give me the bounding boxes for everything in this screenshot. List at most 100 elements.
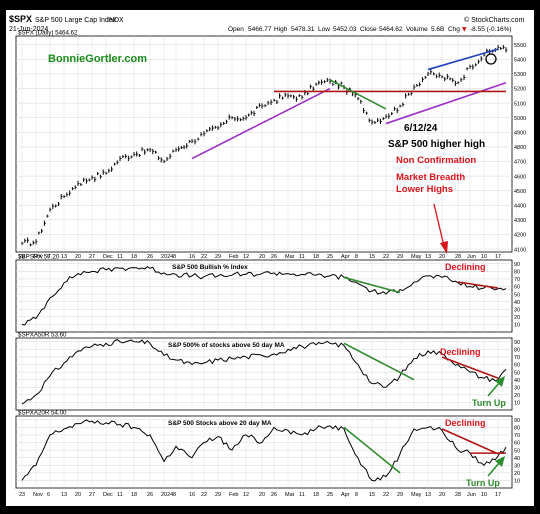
declining-annotation-1: Declining bbox=[445, 262, 486, 272]
higher-high-annotation: S&P 500 higher high bbox=[388, 139, 485, 150]
y-tick-label: 5400 bbox=[514, 58, 526, 64]
panel-border-above_20dma bbox=[15, 415, 513, 489]
bp-red-trend bbox=[457, 281, 499, 289]
chg-value: -8.55 (-0.16%) bbox=[470, 26, 512, 33]
low-label: Low bbox=[318, 26, 330, 33]
panel-title-above_50dma: S&P 500% of stocks above 50 day MA bbox=[168, 342, 285, 349]
x-tick-label: Mar bbox=[285, 492, 295, 498]
a20-red-trend bbox=[441, 428, 499, 455]
declining-annotation-2: Declining bbox=[440, 347, 481, 357]
x-tick-label: Jun bbox=[467, 492, 476, 498]
y-tick-label: 40 bbox=[514, 378, 520, 384]
a50-green-trend bbox=[343, 342, 415, 381]
panel-legend-above_50dma: $SPXA50R 53.60 bbox=[18, 332, 67, 339]
x-tick-label: May bbox=[411, 254, 422, 260]
x-tick-label: 29 bbox=[397, 492, 403, 498]
x-tick-label: 20 bbox=[439, 254, 445, 260]
close-value: 5464.62 bbox=[379, 26, 403, 33]
x-tick-label: 20 bbox=[259, 492, 265, 498]
x-tick-label: 2024 bbox=[161, 492, 173, 498]
y-tick-label: 30 bbox=[514, 307, 520, 313]
x-tick-label: 22 bbox=[201, 492, 207, 498]
x-tick-label: 25 bbox=[327, 492, 333, 498]
exchange-label: INDX bbox=[107, 17, 124, 24]
close-label: Close bbox=[360, 26, 377, 33]
x-tick-label: 10 bbox=[481, 492, 487, 498]
y-tick-label: 90 bbox=[514, 418, 520, 424]
x-tick-label: 11 bbox=[117, 492, 123, 498]
y-tick-label: 90 bbox=[514, 340, 520, 346]
y-tick-label: 10 bbox=[514, 401, 520, 407]
declining-annotation-3: Declining bbox=[445, 418, 486, 428]
x-tick-label: 18 bbox=[313, 492, 319, 498]
x-tick-label: 20 bbox=[75, 254, 81, 260]
series-line-above_50dma bbox=[21, 338, 507, 405]
y-tick-label: 4400 bbox=[514, 203, 526, 209]
low-value: 5452.03 bbox=[333, 26, 357, 33]
y-tick-label: 40 bbox=[514, 456, 520, 462]
y-tick-label: 4800 bbox=[514, 145, 526, 151]
x-tick-label: 6 bbox=[47, 254, 50, 260]
non-confirmation-annotation: Non Confirmation bbox=[396, 155, 476, 166]
x-tick-label: 18 bbox=[131, 492, 137, 498]
panel-border-bullish_percent bbox=[15, 259, 513, 333]
x-tick-label: 29 bbox=[397, 254, 403, 260]
y-tick-label: 4200 bbox=[514, 233, 526, 239]
y-tick-label: 50 bbox=[514, 292, 520, 298]
x-tick-label: 8 bbox=[355, 254, 358, 260]
x-tick-label: Nov bbox=[33, 492, 43, 498]
panel-border-price bbox=[15, 35, 513, 253]
chart-date: 21-Jun-2024 bbox=[9, 26, 48, 33]
x-tick-label: 29 bbox=[215, 254, 221, 260]
price-upper-trend bbox=[427, 48, 499, 71]
panel-legend-above_20dma: $SPXA20R 54.00 bbox=[18, 410, 67, 417]
y-tick-label: 4500 bbox=[514, 189, 526, 195]
x-tick-label: 26 bbox=[271, 492, 277, 498]
symbol-title: $SPX bbox=[9, 14, 32, 24]
y-tick-label: 40 bbox=[514, 300, 520, 306]
x-tick-label: 8 bbox=[173, 492, 176, 498]
x-tick-label: Dec bbox=[103, 254, 113, 260]
x-tick-label: Jun bbox=[467, 254, 476, 260]
panel-legend-price: $SPX (Daily) 5464.62 bbox=[18, 30, 78, 37]
x-tick-label: 22 bbox=[201, 254, 207, 260]
y-tick-label: 5200 bbox=[514, 87, 526, 93]
bp-green-trend bbox=[343, 276, 401, 294]
x-tick-label: 8 bbox=[173, 254, 176, 260]
x-tick-label: 13 bbox=[425, 492, 431, 498]
x-tick-label: 23 bbox=[19, 492, 25, 498]
turn-up-annotation-1: Turn Up bbox=[472, 398, 506, 408]
y-tick-label: 80 bbox=[514, 270, 520, 276]
x-tick-label: 16 bbox=[189, 254, 195, 260]
x-tick-label: 11 bbox=[299, 254, 305, 260]
high-label: High bbox=[274, 26, 288, 33]
panel-legend-bullish_percent: $BPSPX 57.20 bbox=[18, 254, 60, 261]
x-tick-label: 6 bbox=[47, 492, 50, 498]
a50-red-trend bbox=[441, 356, 499, 379]
x-tick-label: 20 bbox=[259, 254, 265, 260]
x-tick-label: 22 bbox=[383, 492, 389, 498]
y-tick-label: 10 bbox=[514, 323, 520, 329]
a20-green-trend bbox=[343, 426, 401, 474]
price-support-trend-2 bbox=[385, 81, 507, 125]
chg-label: Chg bbox=[448, 26, 460, 33]
x-tick-label: Mar bbox=[285, 254, 295, 260]
y-tick-label: 80 bbox=[514, 426, 520, 432]
x-tick-label: 17 bbox=[495, 492, 501, 498]
y-tick-label: 60 bbox=[514, 363, 520, 369]
x-tick-label: 13 bbox=[61, 492, 67, 498]
x-tick-label: 26 bbox=[271, 254, 277, 260]
panel-border-above_50dma bbox=[15, 337, 513, 411]
y-tick-label: 4100 bbox=[514, 247, 526, 253]
x-tick-label: 8 bbox=[355, 492, 358, 498]
x-tick-label: 13 bbox=[61, 254, 67, 260]
x-tick-label: 27 bbox=[89, 254, 95, 260]
x-tick-label: 26 bbox=[147, 492, 153, 498]
volume-value: 5.6B bbox=[431, 26, 444, 33]
y-tick-label: 70 bbox=[514, 433, 520, 439]
y-tick-label: 30 bbox=[514, 463, 520, 469]
x-tick-label: 18 bbox=[313, 254, 319, 260]
x-tick-label: 2024 bbox=[161, 254, 173, 260]
